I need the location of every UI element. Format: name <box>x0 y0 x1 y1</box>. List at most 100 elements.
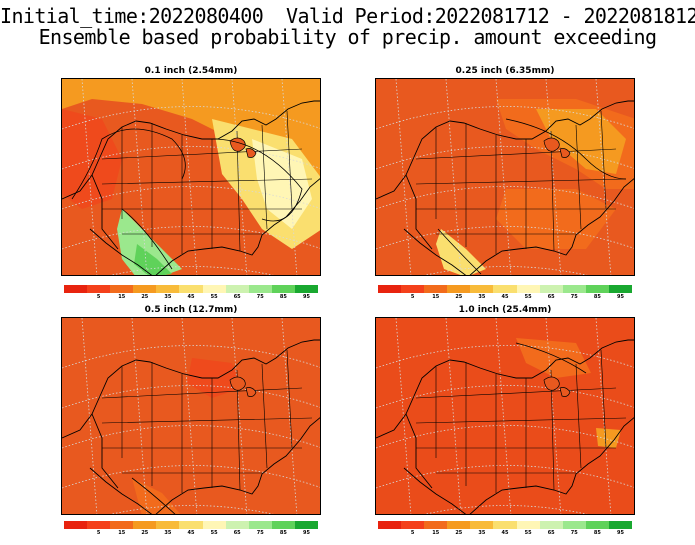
colorbar-tick-label: 55 <box>210 530 218 536</box>
panel-1-title: 0.1 inch (2.54mm) <box>144 66 238 76</box>
colorbar-segment <box>271 521 295 529</box>
colorbar-segment <box>539 521 563 529</box>
colorbar-segment <box>248 285 272 293</box>
colorbar-segment <box>585 521 609 529</box>
panel-2-colorbar-labels: 5 15 25 35 45 55 65 75 85 95 <box>378 294 632 302</box>
header-title-line2: Ensemble based probability of precip. am… <box>38 25 657 49</box>
colorbar-segment <box>64 521 88 529</box>
colorbar-tick-label: 85 <box>279 294 287 300</box>
colorbar-segment <box>179 521 203 529</box>
colorbar-segment <box>516 521 540 529</box>
colorbar-tick-label: 95 <box>616 294 624 300</box>
colorbar-segment <box>493 521 517 529</box>
colorbar-segment <box>539 285 563 293</box>
colorbar-segment <box>493 285 517 293</box>
colorbar-tick-label: 95 <box>302 294 310 300</box>
colorbar-tick-label: 15 <box>432 294 440 300</box>
colorbar-segment <box>87 285 111 293</box>
colorbar-segment <box>156 521 180 529</box>
colorbar-segment <box>585 285 609 293</box>
panel-2-title: 0.25 inch (6.35mm) <box>455 66 555 76</box>
colorbar-segment <box>64 285 88 293</box>
panel-4-colorbar <box>378 521 633 529</box>
colorbar-tick-label: 45 <box>501 294 509 300</box>
colorbar-tick-label: 95 <box>302 530 310 536</box>
colorbar-tick-label: 5 <box>96 530 101 536</box>
panel-4-title: 1.0 inch (25.4mm) <box>458 305 552 315</box>
colorbar-tick-label: 75 <box>256 294 264 300</box>
colorbar-segment <box>562 285 586 293</box>
panel-2-map <box>375 78 635 276</box>
panel-3-map <box>61 317 321 515</box>
colorbar-tick-label: 55 <box>524 530 532 536</box>
colorbar-tick-label: 5 <box>410 294 415 300</box>
colorbar-segment <box>110 521 134 529</box>
colorbar-tick-label: 45 <box>501 530 509 536</box>
colorbar-segment <box>401 521 425 529</box>
colorbar-segment <box>133 521 157 529</box>
colorbar-segment <box>271 285 295 293</box>
colorbar-segment <box>447 521 471 529</box>
colorbar-tick-label: 15 <box>118 530 126 536</box>
colorbar-tick-label: 75 <box>570 294 578 300</box>
colorbar-tick-label: 25 <box>455 294 463 300</box>
colorbar-tick-label: 25 <box>455 530 463 536</box>
panel-1-colorbar <box>64 285 319 293</box>
colorbar-tick-label: 85 <box>279 530 287 536</box>
panel-3-title: 0.5 inch (12.7mm) <box>144 305 238 315</box>
panel-2-colorbar <box>378 285 633 293</box>
panel-1-colorbar-labels: 5 15 25 35 45 55 65 75 85 95 <box>64 294 318 302</box>
colorbar-tick-label: 5 <box>410 530 415 536</box>
colorbar-tick-label: 75 <box>256 530 264 536</box>
colorbar-tick-label: 35 <box>478 294 486 300</box>
panel-3-colorbar-labels: 5 15 25 35 45 55 65 75 85 95 <box>64 530 318 538</box>
colorbar-segment <box>202 285 226 293</box>
colorbar-tick-label: 85 <box>593 530 601 536</box>
colorbar-segment <box>470 285 494 293</box>
colorbar-tick-label: 35 <box>164 530 172 536</box>
colorbar-segment <box>110 285 134 293</box>
colorbar-tick-label: 45 <box>187 530 195 536</box>
colorbar-tick-label: 75 <box>570 530 578 536</box>
colorbar-segment <box>87 521 111 529</box>
header-title-line1: Initial_time:2022080400 Valid Period:202… <box>0 4 695 28</box>
colorbar-segment <box>294 285 319 293</box>
colorbar-segment <box>447 285 471 293</box>
colorbar-tick-label: 45 <box>187 294 195 300</box>
colorbar-tick-label: 55 <box>524 294 532 300</box>
colorbar-segment <box>248 521 272 529</box>
colorbar-tick-label: 35 <box>164 294 172 300</box>
colorbar-segment <box>156 285 180 293</box>
panel-4-colorbar-labels: 5 15 25 35 45 55 65 75 85 95 <box>378 530 632 538</box>
colorbar-segment <box>516 285 540 293</box>
panel-4-map <box>375 317 635 515</box>
colorbar-segment <box>424 521 448 529</box>
colorbar-segment <box>179 285 203 293</box>
colorbar-tick-label: 5 <box>96 294 101 300</box>
colorbar-segment <box>562 521 586 529</box>
colorbar-segment <box>608 285 633 293</box>
colorbar-tick-label: 95 <box>616 530 624 536</box>
colorbar-tick-label: 25 <box>141 294 149 300</box>
colorbar-segment <box>470 521 494 529</box>
colorbar-segment <box>378 521 402 529</box>
colorbar-segment <box>294 521 319 529</box>
colorbar-tick-label: 65 <box>233 530 241 536</box>
colorbar-segment <box>202 521 226 529</box>
colorbar-segment <box>424 285 448 293</box>
colorbar-tick-label: 65 <box>547 530 555 536</box>
colorbar-tick-label: 15 <box>432 530 440 536</box>
colorbar-tick-label: 85 <box>593 294 601 300</box>
colorbar-segment <box>401 285 425 293</box>
colorbar-segment <box>608 521 633 529</box>
panel-3-colorbar <box>64 521 319 529</box>
colorbar-tick-label: 15 <box>118 294 126 300</box>
colorbar-segment <box>225 285 249 293</box>
colorbar-tick-label: 25 <box>141 530 149 536</box>
panel-1-map <box>61 78 321 276</box>
colorbar-tick-label: 65 <box>233 294 241 300</box>
colorbar-segment <box>133 285 157 293</box>
colorbar-tick-label: 65 <box>547 294 555 300</box>
colorbar-tick-label: 55 <box>210 294 218 300</box>
colorbar-segment <box>225 521 249 529</box>
